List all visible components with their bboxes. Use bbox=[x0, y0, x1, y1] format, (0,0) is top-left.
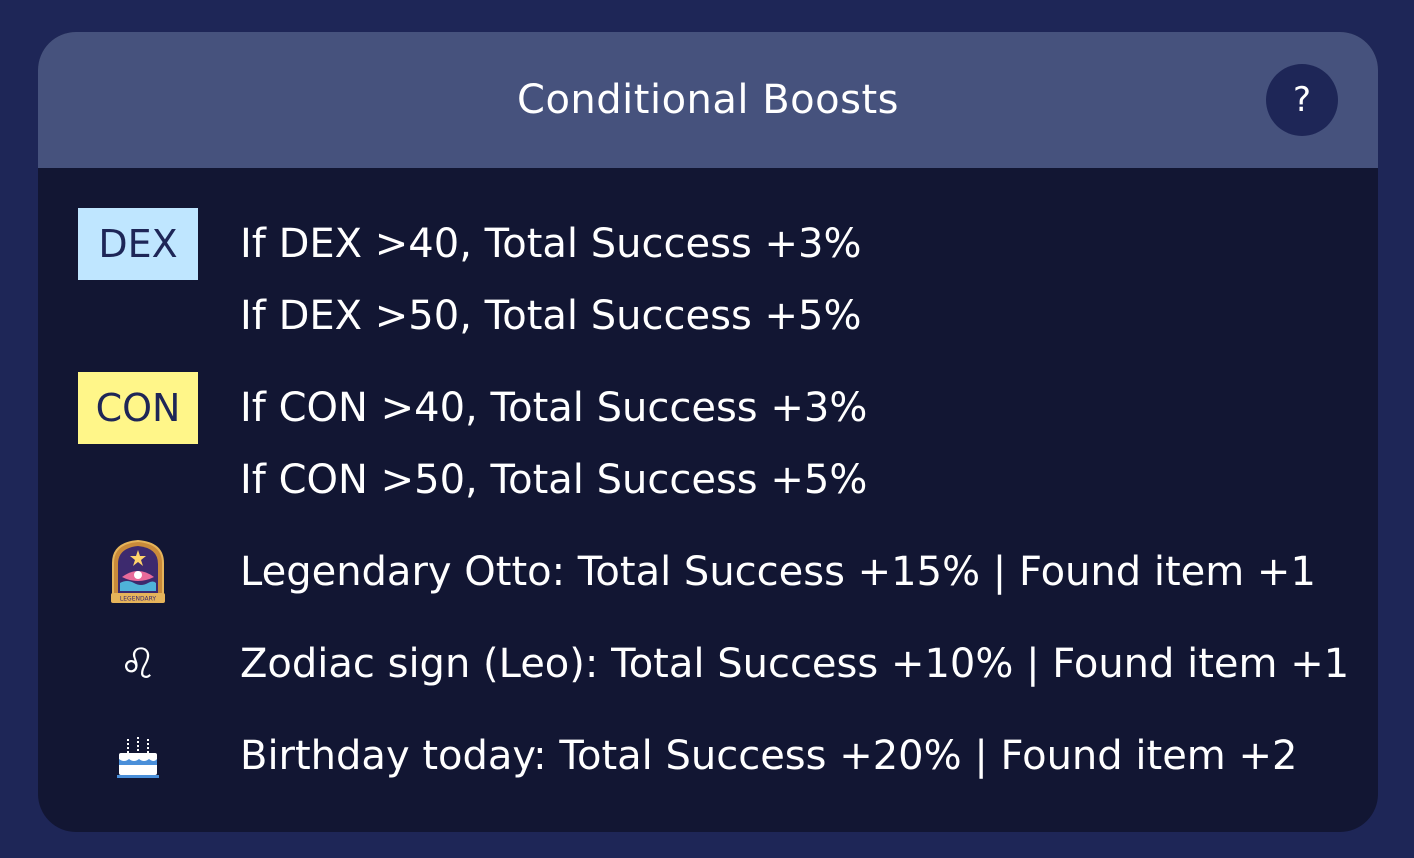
dex-boost-text-2: If DEX >50, Total Success +5% bbox=[240, 293, 862, 339]
dex-boost-row-2: If DEX >50, Total Success +5% bbox=[38, 280, 1378, 352]
birthday-boost-text: Birthday today: Total Success +20% | Fou… bbox=[240, 733, 1298, 779]
con-boost-row-1: CON If CON >40, Total Success +3% bbox=[38, 372, 1378, 444]
birthday-cake-icon bbox=[106, 724, 170, 788]
legendary-badge-icon: LEGENDARY bbox=[106, 539, 170, 604]
dex-boost-text-1: If DEX >40, Total Success +3% bbox=[240, 221, 862, 267]
panel-title: Conditional Boosts bbox=[517, 77, 899, 123]
conditional-boosts-panel: Conditional Boosts ? DEX If DEX >40, Tot… bbox=[38, 32, 1378, 832]
legendary-boost-text: Legendary Otto: Total Success +15% | Fou… bbox=[240, 549, 1316, 595]
con-boost-row-2: If CON >50, Total Success +5% bbox=[38, 444, 1378, 516]
dex-boost-row-1: DEX If DEX >40, Total Success +3% bbox=[38, 208, 1378, 280]
legendary-boost-row: LEGENDARY Legendary Otto: Total Success … bbox=[38, 536, 1378, 608]
leo-glyph: ♌ bbox=[119, 639, 157, 688]
zodiac-boost-text: Zodiac sign (Leo): Total Success +10% | … bbox=[240, 641, 1350, 687]
con-stat-badge: CON bbox=[78, 372, 198, 444]
zodiac-boost-row: ♌ Zodiac sign (Leo): Total Success +10% … bbox=[38, 628, 1378, 700]
con-boost-text-2: If CON >50, Total Success +5% bbox=[240, 457, 868, 503]
help-button[interactable]: ? bbox=[1266, 64, 1338, 136]
birthday-boost-row: Birthday today: Total Success +20% | Fou… bbox=[38, 720, 1378, 792]
legendary-badge-text: LEGENDARY bbox=[120, 596, 156, 603]
dex-stat-badge: DEX bbox=[78, 208, 198, 280]
leo-zodiac-icon: ♌ bbox=[106, 632, 170, 696]
con-boost-text-1: If CON >40, Total Success +3% bbox=[240, 385, 868, 431]
panel-header: Conditional Boosts ? bbox=[38, 32, 1378, 168]
